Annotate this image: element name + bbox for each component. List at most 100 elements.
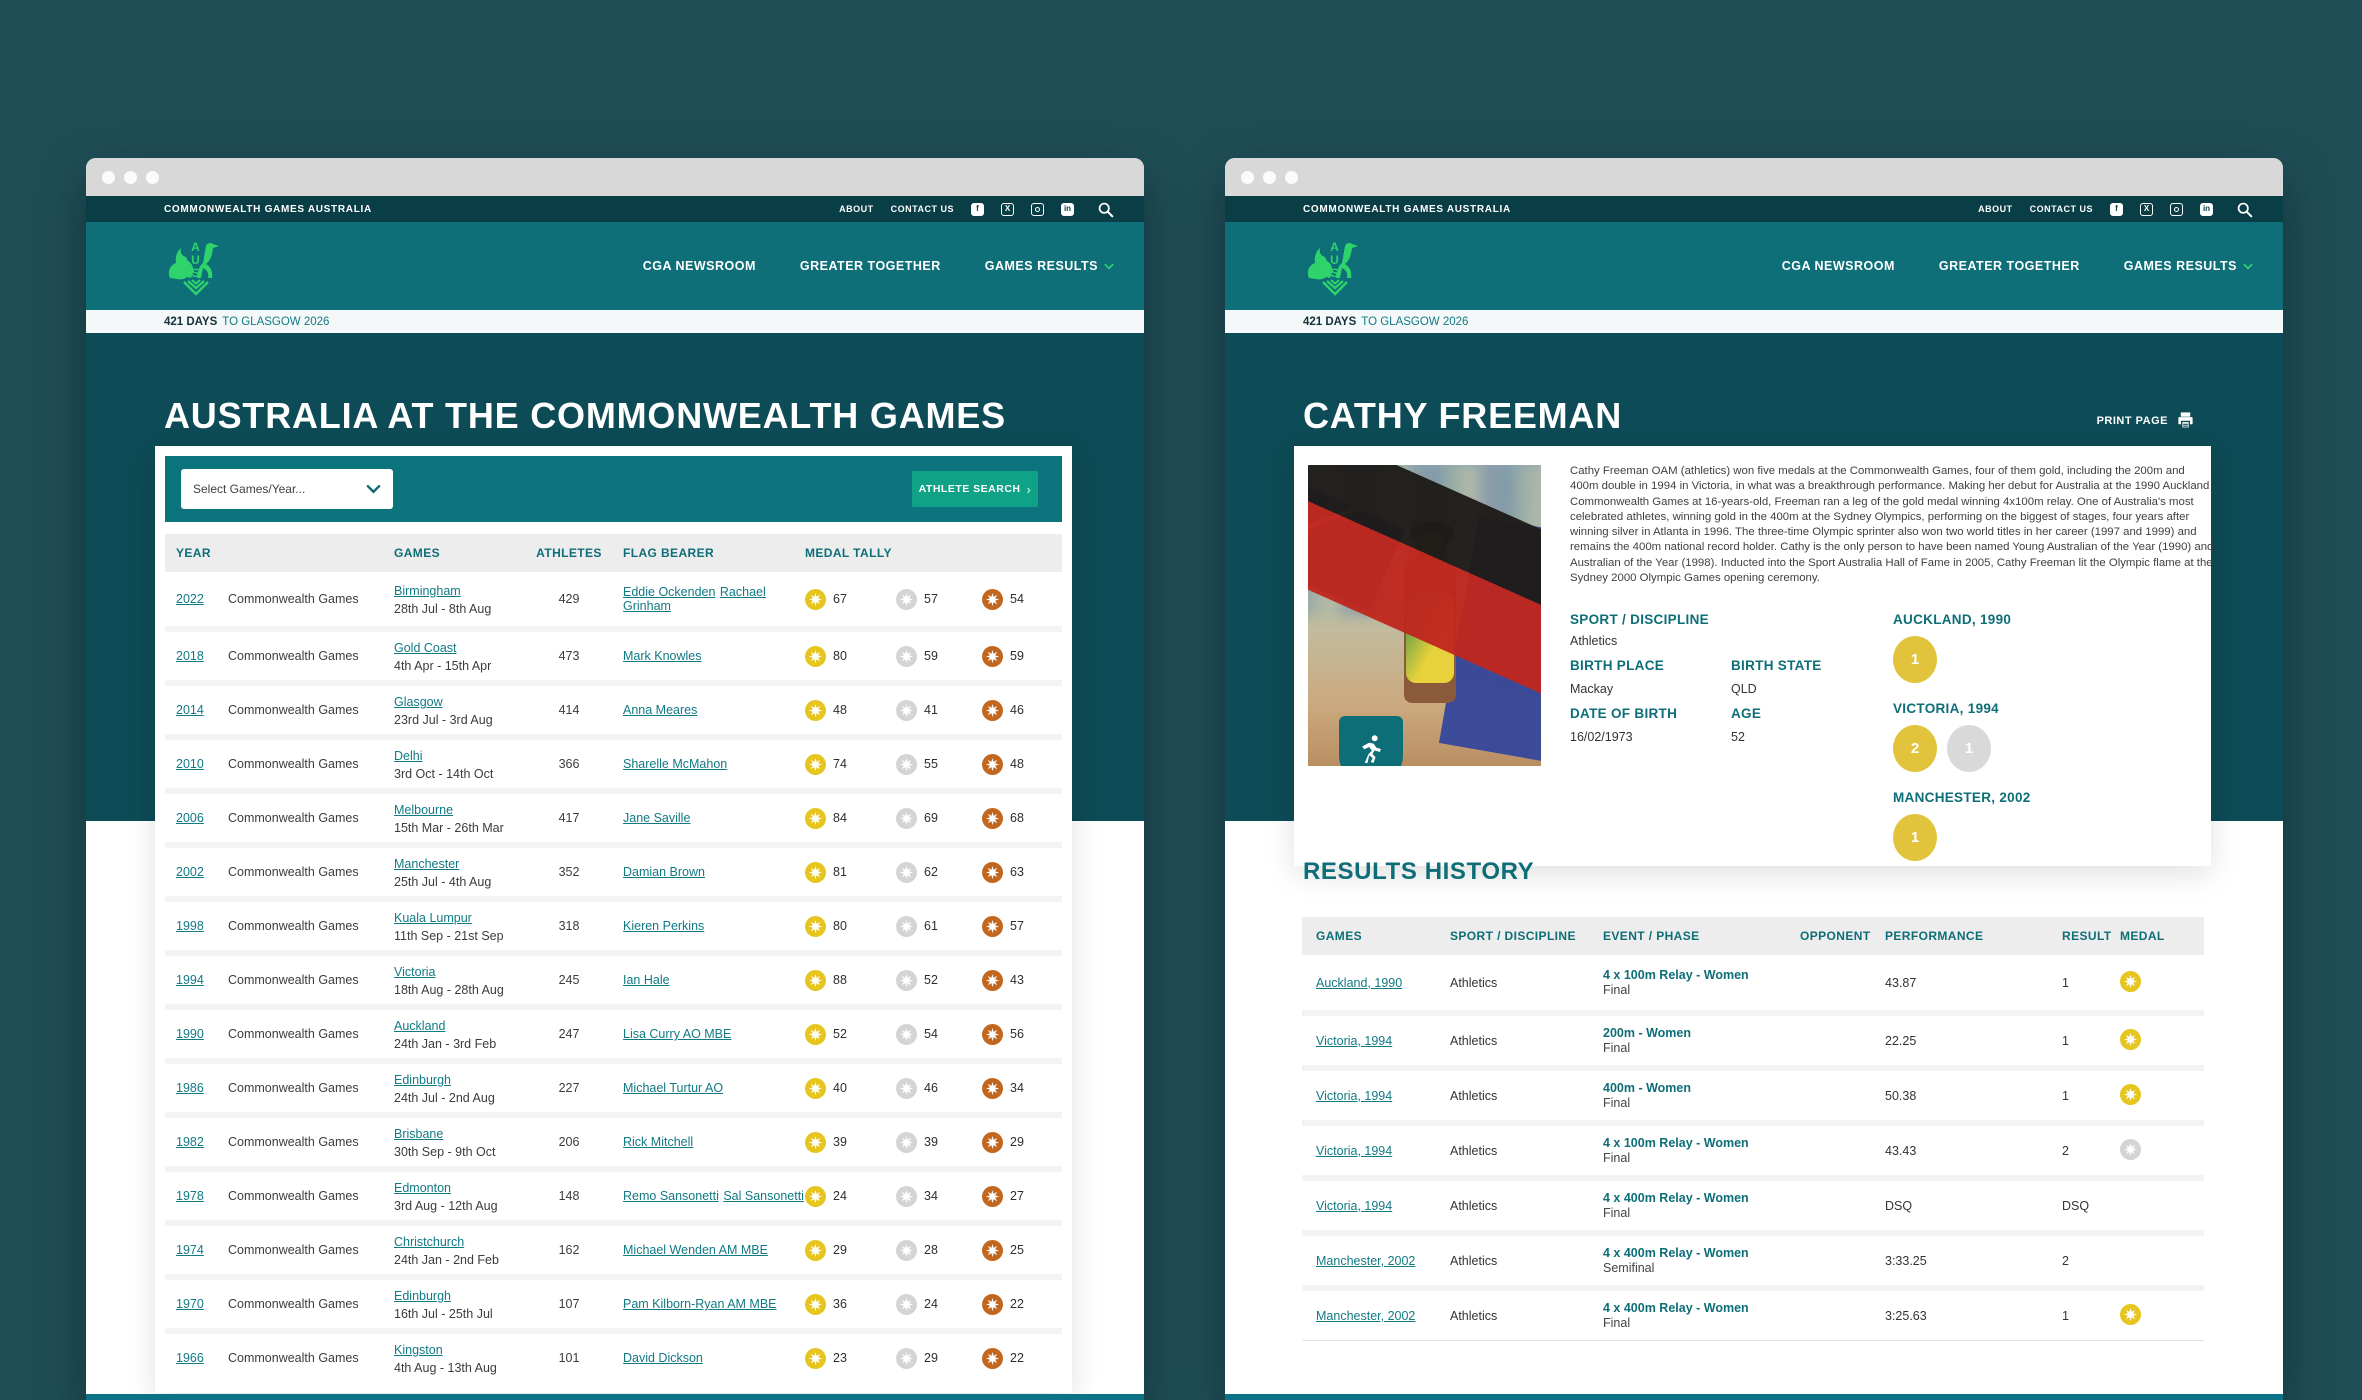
about-link[interactable]: ABOUT bbox=[839, 204, 874, 214]
nav-greater-together[interactable]: GREATER TOGETHER bbox=[799, 259, 941, 273]
emu-shape bbox=[197, 242, 219, 278]
year-link[interactable]: 1990 bbox=[176, 1027, 204, 1041]
flag-bearer-cell: Michael Wenden AM MBE bbox=[623, 1243, 805, 1257]
bronze-count: 27 bbox=[1010, 1189, 1024, 1203]
instagram-icon[interactable] bbox=[1031, 202, 1044, 216]
flag-bearer-link[interactable]: Mark Knowles bbox=[623, 649, 702, 663]
games-dates: 18th Aug - 28th Aug bbox=[394, 983, 504, 997]
contact-us-link[interactable]: CONTACT US bbox=[2029, 204, 2093, 214]
x-icon[interactable]: X bbox=[1001, 202, 1014, 216]
nav-greater-together[interactable]: GREATER TOGETHER bbox=[1938, 259, 2080, 273]
window-zoom-button[interactable] bbox=[146, 170, 159, 184]
flag-bearer-link[interactable]: Ian Hale bbox=[623, 973, 670, 987]
flag-bearer-link[interactable]: Eddie Ockenden bbox=[623, 585, 716, 599]
year-link[interactable]: 2014 bbox=[176, 703, 204, 717]
nav-cga-newsroom[interactable]: CGA NEWSROOM bbox=[1781, 259, 1895, 273]
city-link[interactable]: Edinburgh bbox=[394, 1289, 451, 1303]
year-link[interactable]: 2002 bbox=[176, 865, 204, 879]
games-link[interactable]: Victoria, 1994 bbox=[1316, 1033, 1393, 1048]
games-table-row: 2010 Commonwealth Games Delhi 3rd Oct - 14t… bbox=[165, 734, 1062, 788]
city-link[interactable]: Delhi bbox=[394, 749, 423, 763]
instagram-icon[interactable] bbox=[2170, 202, 2183, 216]
bronze-count: 22 bbox=[1010, 1351, 1024, 1365]
flag-bearer-link[interactable]: Jane Saville bbox=[623, 811, 691, 825]
games-link[interactable]: Victoria, 1994 bbox=[1316, 1088, 1393, 1103]
city-link[interactable]: Kuala Lumpur bbox=[394, 911, 472, 925]
games-dates: 3rd Oct - 14th Oct bbox=[394, 767, 494, 781]
year-link[interactable]: 1986 bbox=[176, 1081, 204, 1095]
flag-bearer-link[interactable]: Pam Kilborn-Ryan AM MBE bbox=[623, 1297, 777, 1311]
flag-bearer-link[interactable]: Sal Sansonetti bbox=[723, 1189, 804, 1203]
silver-count: 61 bbox=[924, 919, 938, 933]
flag-bearer-link[interactable]: Damian Brown bbox=[623, 865, 705, 879]
year-link[interactable]: 1982 bbox=[176, 1135, 204, 1149]
bronze-tally: 57 bbox=[982, 915, 1062, 937]
event-phase: Final bbox=[1603, 1205, 1631, 1220]
year-link[interactable]: 2010 bbox=[176, 757, 204, 771]
games-year-select[interactable]: Select Games/Year... bbox=[181, 469, 393, 509]
linkedin-icon[interactable]: in bbox=[2200, 202, 2213, 216]
search-icon[interactable] bbox=[2236, 201, 2253, 218]
cga-logo[interactable]: A U S bbox=[164, 233, 228, 299]
window-minimize-button[interactable] bbox=[124, 170, 137, 184]
athlete-search-button[interactable]: ATHLETE SEARCH › bbox=[912, 471, 1038, 507]
flag-bearer-link[interactable]: Lisa Curry AO MBE bbox=[623, 1027, 732, 1041]
cga-logo[interactable]: A U S bbox=[1303, 233, 1367, 299]
city-link[interactable]: Christchurch bbox=[394, 1235, 465, 1249]
flag-bearer-link[interactable]: Michael Wenden AM MBE bbox=[623, 1243, 768, 1257]
city-link[interactable]: Gold Coast bbox=[394, 641, 457, 655]
linkedin-icon[interactable]: in bbox=[1061, 202, 1074, 216]
games-link[interactable]: Victoria, 1994 bbox=[1316, 1198, 1393, 1213]
flag-bearer-link[interactable]: Rachael Grinham bbox=[623, 585, 766, 613]
window-zoom-button[interactable] bbox=[1285, 170, 1298, 184]
results-history-heading: RESULTS HISTORY bbox=[1303, 858, 1535, 885]
city-link[interactable]: Edmonton bbox=[394, 1181, 451, 1195]
city-link[interactable]: Glasgow bbox=[394, 695, 443, 709]
window-minimize-button[interactable] bbox=[1263, 170, 1276, 184]
gold-count: 84 bbox=[833, 811, 847, 825]
flag-bearer-link[interactable]: Michael Turtur AO bbox=[623, 1081, 724, 1095]
games-link[interactable]: Victoria, 1994 bbox=[1316, 1143, 1393, 1158]
facebook-icon[interactable]: f bbox=[2110, 202, 2123, 216]
facebook-icon[interactable]: f bbox=[971, 202, 984, 216]
city-link[interactable]: Victoria bbox=[394, 965, 436, 979]
year-link[interactable]: 1974 bbox=[176, 1243, 204, 1257]
flag-bearer-link[interactable]: Anna Meares bbox=[623, 703, 698, 717]
year-link[interactable]: 1978 bbox=[176, 1189, 204, 1203]
search-icon[interactable] bbox=[1097, 201, 1114, 218]
nav-games-results[interactable]: GAMES RESULTS bbox=[2124, 259, 2253, 273]
city-link[interactable]: Edinburgh bbox=[394, 1073, 451, 1087]
year-link[interactable]: 1998 bbox=[176, 919, 204, 933]
city-link[interactable]: Kingston bbox=[394, 1343, 443, 1357]
city-link[interactable]: Manchester bbox=[394, 857, 460, 871]
contact-us-link[interactable]: CONTACT US bbox=[890, 204, 954, 214]
gold-tally: 80 bbox=[805, 645, 896, 667]
year-link[interactable]: 2006 bbox=[176, 811, 204, 825]
year-link[interactable]: 1970 bbox=[176, 1297, 204, 1311]
flag-bearer-link[interactable]: Remo Sansonetti bbox=[623, 1189, 719, 1203]
window-close-button[interactable] bbox=[1241, 170, 1254, 184]
about-link[interactable]: ABOUT bbox=[1978, 204, 2013, 214]
x-icon[interactable]: X bbox=[2140, 202, 2153, 216]
city-link[interactable]: Auckland bbox=[394, 1019, 446, 1033]
games-link[interactable]: Manchester, 2002 bbox=[1316, 1308, 1416, 1323]
city-link[interactable]: Brisbane bbox=[394, 1127, 444, 1141]
year-link[interactable]: 1966 bbox=[176, 1351, 204, 1365]
nav-cga-newsroom[interactable]: CGA NEWSROOM bbox=[642, 259, 756, 273]
bronze-medal-icon bbox=[982, 1293, 1003, 1315]
flag-bearer-link[interactable]: Rick Mitchell bbox=[623, 1135, 694, 1149]
city-link[interactable]: Melbourne bbox=[394, 803, 454, 817]
gold-medal-badge: 1 bbox=[1893, 636, 1937, 683]
year-link[interactable]: 2018 bbox=[176, 649, 204, 663]
print-page-button[interactable]: PRINT PAGE bbox=[2097, 411, 2195, 430]
window-close-button[interactable] bbox=[102, 170, 115, 184]
year-link[interactable]: 1994 bbox=[176, 973, 204, 987]
city-link[interactable]: Birmingham bbox=[394, 584, 461, 598]
flag-bearer-link[interactable]: Kieren Perkins bbox=[623, 919, 705, 933]
games-link[interactable]: Manchester, 2002 bbox=[1316, 1253, 1416, 1268]
flag-bearer-link[interactable]: Sharelle McMahon bbox=[623, 757, 728, 771]
games-link[interactable]: Auckland, 1990 bbox=[1316, 975, 1403, 990]
nav-games-results[interactable]: GAMES RESULTS bbox=[985, 259, 1114, 273]
flag-bearer-link[interactable]: David Dickson bbox=[623, 1351, 703, 1365]
year-link[interactable]: 2022 bbox=[176, 592, 204, 606]
